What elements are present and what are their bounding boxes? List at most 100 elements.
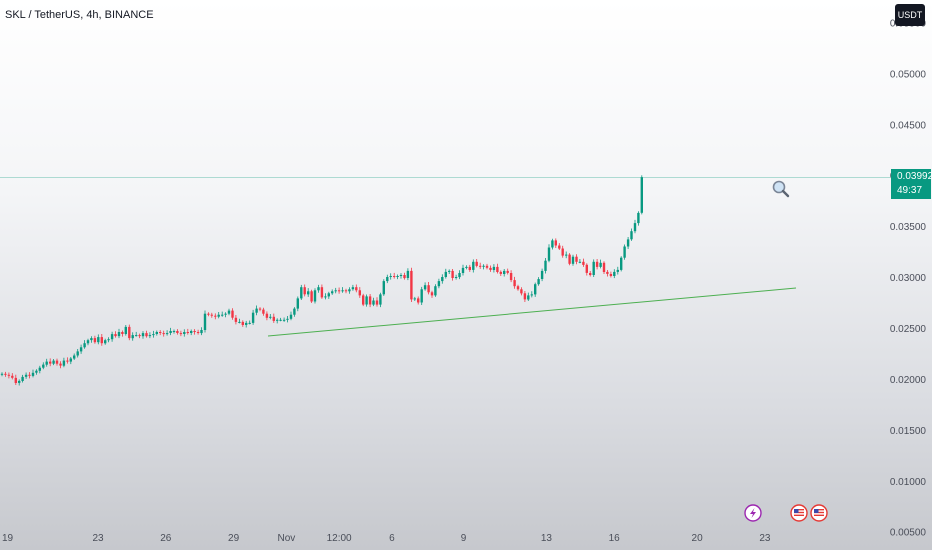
- candle: [399, 273, 403, 279]
- candle: [540, 268, 544, 282]
- candle: [45, 358, 48, 367]
- candle: [176, 329, 179, 335]
- candle: [24, 372, 28, 379]
- candle: [217, 312, 220, 319]
- candle: [21, 374, 24, 383]
- candle: [286, 316, 289, 323]
- us-flag-icon[interactable]: [810, 504, 828, 522]
- candle: [434, 284, 437, 297]
- candle: [509, 270, 513, 283]
- candle: [31, 369, 35, 378]
- candle: [527, 292, 530, 301]
- candle: [630, 228, 633, 241]
- candle: [623, 244, 626, 260]
- candle: [626, 237, 630, 249]
- candle: [475, 259, 478, 268]
- time-tick-label: 16: [609, 533, 621, 544]
- candle: [124, 325, 127, 336]
- candle: [62, 357, 66, 368]
- us-flag-icon[interactable]: [790, 504, 808, 522]
- candle: [313, 288, 317, 304]
- candle: [258, 307, 262, 312]
- candle: [496, 263, 499, 274]
- candle: [148, 332, 152, 339]
- candle: [28, 372, 31, 379]
- candle: [341, 287, 344, 293]
- candle: [375, 297, 379, 307]
- candle: [355, 284, 358, 293]
- time-tick-label: 9: [461, 533, 467, 544]
- candle: [437, 278, 441, 289]
- candle: [616, 266, 619, 275]
- candle: [104, 338, 107, 345]
- price-tick-label: 0.02000: [890, 375, 927, 386]
- candle: [558, 243, 561, 250]
- candle: [609, 271, 613, 278]
- candle: [207, 312, 210, 317]
- candle: [307, 288, 310, 297]
- candle: [613, 269, 616, 279]
- candle: [551, 238, 554, 250]
- price-tick-label: 0.02500: [890, 324, 927, 335]
- candle: [117, 328, 121, 339]
- candle: [97, 334, 100, 345]
- candle: [606, 270, 609, 277]
- candle: [530, 291, 533, 298]
- candle: [79, 344, 83, 354]
- candle: [114, 331, 117, 338]
- candle: [93, 335, 97, 344]
- time-tick-label: 19: [2, 533, 14, 544]
- time-tick-label: 23: [92, 533, 104, 544]
- candle: [214, 313, 217, 320]
- candle: [203, 310, 207, 333]
- candle: [482, 264, 485, 270]
- candle: [427, 282, 430, 295]
- candle: [128, 324, 131, 341]
- candle: [351, 284, 355, 291]
- magnifier-icon[interactable]: [772, 180, 790, 198]
- candle: [190, 329, 193, 336]
- candle: [534, 282, 537, 297]
- candle: [327, 291, 330, 299]
- candle: [221, 311, 224, 317]
- candle: [241, 320, 244, 327]
- candle: [499, 270, 502, 276]
- last-price-tag: 0.03992 49:37: [891, 169, 932, 199]
- lightning-event-icon[interactable]: [744, 504, 762, 522]
- candle: [100, 334, 103, 346]
- candle: [503, 269, 506, 277]
- candle: [331, 289, 334, 295]
- price-axis[interactable]: 0.055000.050000.045000.040000.035000.030…: [890, 18, 927, 538]
- candle: [396, 274, 399, 280]
- candle: [73, 353, 76, 360]
- time-axis[interactable]: 19 23 26 29 Nov 12:00 6 9 13 16 20 23: [2, 533, 771, 544]
- currency-button[interactable]: USDT: [895, 4, 925, 26]
- candle: [155, 330, 158, 336]
- candle: [571, 254, 575, 266]
- bar-countdown: 49:37: [897, 185, 923, 196]
- candle: [55, 358, 59, 366]
- candle: [448, 269, 451, 274]
- candle: [441, 274, 444, 284]
- candle: [410, 267, 413, 302]
- candle: [317, 284, 320, 293]
- candle: [592, 259, 595, 277]
- candle: [547, 244, 551, 263]
- candle: [386, 274, 389, 284]
- candle: [516, 284, 520, 291]
- candle: [131, 332, 134, 341]
- candle: [165, 330, 169, 336]
- candle: [537, 277, 540, 286]
- candle: [637, 211, 640, 226]
- candle: [107, 337, 110, 343]
- candle: [310, 289, 313, 303]
- candle: [358, 287, 361, 298]
- trendline[interactable]: [267, 287, 797, 337]
- candle: [348, 287, 351, 294]
- candle: [83, 340, 86, 349]
- candle: [248, 320, 251, 325]
- candles: [0, 175, 643, 386]
- candle: [382, 279, 385, 296]
